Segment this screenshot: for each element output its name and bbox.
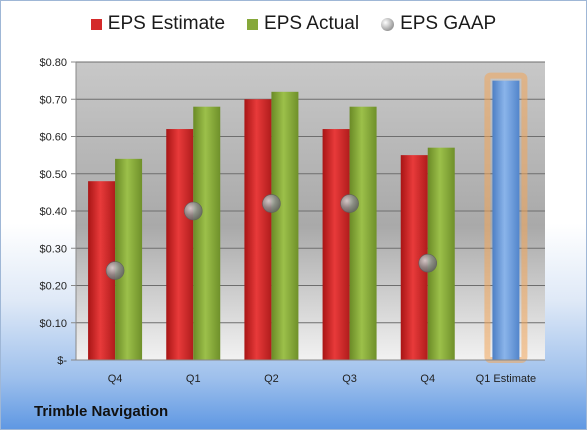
x-tick-label: Q1 [186, 373, 201, 385]
x-tick-label: Q3 [342, 373, 357, 385]
x-axis: Q4 Q1 Q2 Q3 Q4 Q1 Estimate [76, 359, 545, 385]
y-tick-label: $0.10 [39, 318, 67, 330]
point-eps-gaap [418, 253, 438, 273]
point-eps-gaap [262, 194, 281, 213]
bar-eps-estimate [322, 129, 350, 360]
legend-swatch-gaap [381, 17, 395, 31]
legend-item-estimate: EPS Estimate [90, 13, 226, 35]
y-tick-label: $0.20 [39, 281, 67, 293]
bars [88, 72, 528, 363]
y-tick-label: $0.40 [39, 206, 67, 218]
legend: EPS Estimate EPS Actual EPS GAAP [1, 13, 586, 35]
y-tick-label: $0.50 [39, 169, 67, 181]
x-tick-label: Q4 [108, 373, 123, 385]
bar-eps-actual [427, 147, 455, 360]
y-tick-label: $0.60 [39, 132, 67, 144]
legend-label-actual: EPS Actual [264, 13, 360, 34]
y-axis: $- $0.10 $0.20 $0.30 $0.40 $0.50 $0.60 $0.70 $0.… [39, 57, 77, 367]
y-tick-label: $0.80 [39, 57, 67, 69]
bar-eps-actual [271, 91, 299, 361]
y-tick-label: $- [57, 355, 67, 367]
point-eps-gaap [105, 261, 125, 280]
bar-eps-actual [115, 158, 143, 360]
x-tick-label: Q1 Estimate [476, 373, 537, 385]
x-tick-label: Q2 [264, 373, 279, 385]
bar-eps-actual [193, 106, 221, 360]
point-eps-gaap [183, 201, 203, 221]
legend-label-gaap: EPS GAAP [400, 13, 497, 34]
legend-item-gaap: EPS GAAP [381, 13, 496, 35]
bar-q1-estimate [492, 80, 520, 360]
bar-eps-actual [349, 106, 377, 360]
legend-item-actual: EPS Actual [247, 13, 359, 35]
legend-swatch-actual [247, 18, 259, 30]
point-eps-gaap [340, 194, 359, 213]
bar-eps-estimate [244, 99, 272, 360]
legend-swatch-estimate [90, 18, 102, 30]
company-name: Trimble Navigation [34, 403, 169, 420]
legend-label-estimate: EPS Estimate [107, 13, 226, 34]
y-tick-label: $0.70 [39, 94, 67, 106]
x-tick-label: Q4 [420, 373, 435, 385]
bar-eps-estimate [166, 129, 194, 360]
y-tick-label: $0.30 [39, 243, 67, 255]
